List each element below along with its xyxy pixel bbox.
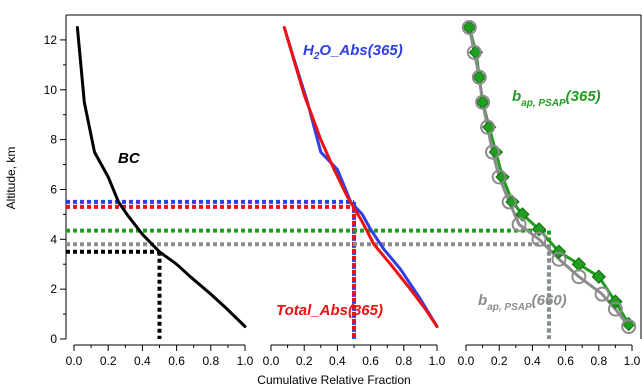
x-tick-label: 1.0 — [237, 354, 254, 368]
bap660-label-sub: ap, PSAP — [487, 302, 532, 313]
series-line — [282, 26, 439, 328]
series-label-bc: BC — [118, 150, 141, 167]
circle-marker — [511, 216, 527, 232]
series-markers — [461, 19, 637, 335]
x-tick-label: 0.4 — [524, 354, 541, 368]
series-line — [75, 26, 247, 328]
bap365-label-sub: ap, PSAP — [521, 98, 566, 109]
h2o-label-rest: O_Abs(365) — [319, 42, 402, 59]
axis-ticks: 0 2 4 6 8 10 12 0.0 0.2 0.4 0.6 0.8 1.0 0.0 0.2 0.4 0.6 0… — [44, 33, 641, 368]
circle-marker — [551, 251, 567, 267]
circle-marker — [621, 319, 637, 335]
circle-marker — [491, 169, 507, 185]
x-tick-label: 0.4 — [134, 354, 151, 368]
y-tick-label: 2 — [50, 282, 57, 296]
bap660-label-main: b — [478, 292, 487, 309]
series-line — [282, 26, 439, 328]
bap365-label-rest: (365) — [566, 88, 601, 105]
circle-marker — [594, 286, 610, 302]
x-axis-title: Cumulative Relative Fraction — [257, 373, 410, 387]
x-tick-label: 0.6 — [168, 354, 185, 368]
y-tick-label: 0 — [50, 332, 57, 346]
x-tick-label: 0.6 — [557, 354, 574, 368]
y-tick-label: 12 — [44, 33, 58, 47]
series-label-bap-365: bap, PSAP(365) — [512, 88, 601, 109]
half-fraction-reference-lines — [66, 199, 551, 339]
circle-marker — [607, 301, 623, 317]
x-tick-label: 0.0 — [66, 354, 83, 368]
circle-marker — [461, 19, 477, 35]
y-tick-label: 10 — [44, 83, 58, 97]
series-label-total-abs: Total_Abs(365) — [276, 302, 383, 319]
y-tick-label: 4 — [50, 232, 57, 246]
x-tick-label: 0.2 — [100, 354, 117, 368]
circle-marker — [571, 269, 587, 285]
h2o-label-sub: 2 — [313, 51, 320, 62]
bap365-label-main: b — [512, 88, 521, 105]
circle-marker — [485, 144, 501, 160]
series-label-bap-660: bap, PSAP(660) — [478, 292, 567, 313]
x-tick-label: 0.2 — [491, 354, 508, 368]
x-tick-label: 0.8 — [395, 354, 412, 368]
circle-marker — [471, 69, 487, 85]
circle-marker — [475, 94, 491, 110]
circle-marker — [480, 119, 496, 135]
bap660-label-rest: (660) — [532, 292, 567, 309]
x-tick-label: 0.0 — [263, 354, 280, 368]
series-labels: BC H2O_Abs(365) Total_Abs(365) bap, PSAP… — [118, 42, 601, 319]
x-tick-label: 0.6 — [362, 354, 379, 368]
x-tick-label: 0.0 — [458, 354, 475, 368]
x-tick-label: 0.8 — [202, 354, 219, 368]
x-tick-label: 1.0 — [624, 354, 641, 368]
y-tick-label: 8 — [50, 133, 57, 147]
h2o-label-main: H — [303, 42, 315, 59]
diamond-marker — [591, 269, 607, 284]
circle-marker — [466, 44, 482, 60]
y-tick-label: 6 — [50, 182, 57, 196]
circle-marker — [501, 194, 517, 210]
circle-marker — [531, 231, 547, 247]
series-label-h2o-abs: H2O_Abs(365) — [303, 42, 403, 62]
x-tick-label: 0.8 — [590, 354, 607, 368]
x-tick-label: 0.4 — [329, 354, 346, 368]
x-tick-label: 1.0 — [429, 354, 446, 368]
y-axis-title: Altitude, km — [4, 147, 18, 210]
x-tick-label: 0.2 — [296, 354, 313, 368]
